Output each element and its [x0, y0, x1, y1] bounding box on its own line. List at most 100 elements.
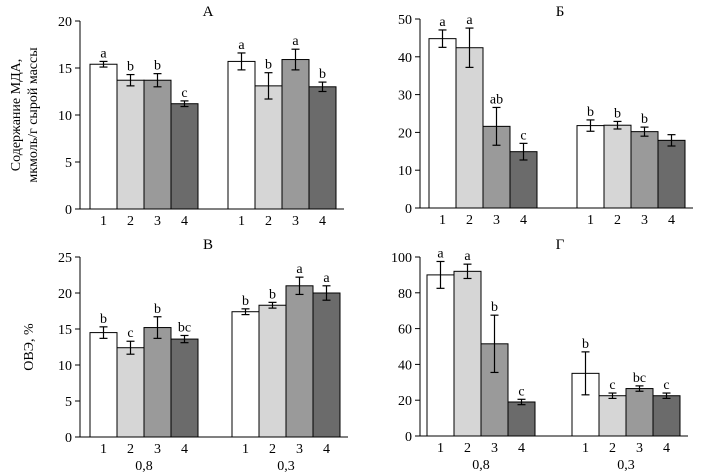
significance-letter: b: [154, 302, 161, 317]
y-tick-label: 15: [58, 62, 72, 77]
chart-panel-4: 0 20 40 60 80 100 Гa 1 a 2 b 3 c 4 0,8 b 1 c 2 bc 3 c 4 0,3: [391, 237, 688, 473]
y-tick-label: 10: [398, 164, 412, 179]
bar: [285, 285, 314, 438]
bar: [170, 103, 199, 210]
bar: [258, 304, 287, 438]
bar: [312, 292, 341, 438]
chart-title: Г: [556, 237, 565, 253]
significance-letter: b: [265, 58, 272, 73]
y-tick-label: 60: [398, 323, 412, 338]
x-tick-label: 2: [466, 213, 473, 228]
group-label: 0,8: [135, 459, 153, 474]
y-tick-label: 100: [391, 251, 412, 266]
y-tick-label: 5: [65, 156, 72, 171]
y-tick-label: 20: [398, 394, 412, 409]
y-tick-label: 20: [58, 15, 72, 30]
significance-letter: c: [663, 378, 669, 393]
bar: [630, 131, 659, 209]
bar: [428, 38, 457, 209]
bar: [426, 274, 455, 437]
y-tick-label: 25: [58, 251, 72, 266]
group-label: 0,3: [617, 458, 635, 473]
y-tick-label: 40: [398, 358, 412, 373]
significance-letter: c: [127, 326, 133, 341]
bar: [227, 60, 256, 210]
y-tick-label: 0: [405, 430, 412, 445]
x-tick-label: 3: [292, 214, 299, 229]
y-tick-label: 30: [398, 89, 412, 104]
bar: [598, 395, 627, 437]
significance-letter: b: [614, 106, 621, 121]
x-tick-label: 1: [587, 213, 594, 228]
significance-letter: b: [127, 60, 134, 75]
significance-letter: b: [154, 59, 161, 74]
x-tick-label: 1: [437, 441, 444, 456]
bar: [453, 270, 482, 437]
significance-letter: bc: [633, 371, 646, 386]
significance-letter: a: [466, 13, 473, 28]
significance-letter: a: [238, 38, 245, 53]
chart-title: А: [203, 4, 214, 20]
bar: [455, 47, 484, 209]
bar: [254, 85, 283, 210]
significance-letter: ab: [490, 92, 503, 107]
bar: [507, 401, 536, 437]
x-tick-label: 3: [493, 213, 500, 228]
bar: [576, 125, 605, 209]
significance-letter: b: [319, 67, 326, 82]
y-tick-label: 10: [58, 359, 72, 374]
y-tick-label: 40: [398, 51, 412, 66]
y-axis-label: мкмоль/г сырой массы: [26, 47, 41, 183]
x-tick-label: 3: [641, 213, 648, 228]
bar: [603, 124, 632, 209]
significance-letter: a: [100, 46, 107, 61]
bar: [143, 327, 172, 438]
x-tick-label: 2: [127, 442, 134, 457]
y-axis-label: Содержание МДА,: [9, 59, 24, 171]
bar: [657, 139, 686, 209]
x-tick-label: 3: [491, 441, 498, 456]
bar: [652, 395, 681, 437]
bar: [116, 79, 145, 210]
x-tick-label: 2: [614, 213, 621, 228]
y-tick-label: 5: [65, 395, 72, 410]
x-tick-label: 2: [464, 441, 471, 456]
x-tick-label: 2: [127, 214, 134, 229]
significance-letter: c: [609, 378, 615, 393]
bar: [625, 388, 654, 437]
significance-letter: a: [296, 262, 303, 277]
x-tick-label: 4: [319, 214, 326, 229]
chart-title: Б: [556, 4, 565, 20]
bar: [89, 332, 118, 438]
x-tick-label: 2: [609, 441, 616, 456]
significance-letter: bc: [178, 320, 191, 335]
significance-letter: b: [269, 287, 276, 302]
x-tick-label: 4: [663, 441, 670, 456]
significance-letter: a: [323, 271, 330, 286]
significance-letter: a: [292, 34, 299, 49]
significance-letter: b: [582, 337, 589, 352]
significance-letter: b: [641, 112, 648, 127]
y-tick-label: 10: [58, 109, 72, 124]
significance-letter: c: [518, 384, 524, 399]
y-tick-label: 15: [58, 323, 72, 338]
y-tick-label: 50: [398, 13, 412, 28]
x-tick-label: 3: [296, 442, 303, 457]
significance-letter: b: [100, 312, 107, 327]
x-tick-label: 4: [181, 214, 188, 229]
y-tick-label: 0: [405, 202, 412, 217]
y-tick-label: 80: [398, 287, 412, 302]
x-tick-label: 4: [181, 442, 188, 457]
x-tick-label: 1: [242, 442, 249, 457]
chart-panel-3: 0 5 10 15 20 25 Вb 1 c 2 b 3 bc 4 0,8 b 1 b 2 a 3 a 4 0,3 ОВЭ, %: [22, 237, 348, 474]
x-tick-label: 4: [520, 213, 527, 228]
y-tick-label: 0: [65, 431, 72, 446]
x-tick-label: 4: [323, 442, 330, 457]
group-label: 0,3: [277, 459, 295, 474]
chart-title: В: [203, 237, 213, 253]
x-tick-label: 4: [668, 213, 675, 228]
chart-panel-1: 0 5 10 15 20 Аa 1 b 2 b 3 c 4 a 1 b 2 a 3 b 4 Содержание МДА,…: [9, 4, 344, 229]
significance-letter: b: [491, 300, 498, 315]
bar: [231, 311, 260, 438]
y-tick-label: 20: [398, 126, 412, 141]
